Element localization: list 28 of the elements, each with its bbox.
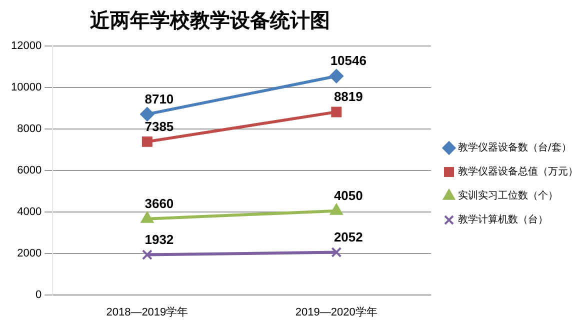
point: [331, 247, 342, 258]
data-label: 2052: [334, 229, 363, 244]
legend-label: 实训实习工位数（个）: [458, 190, 558, 202]
y-tick-label: 4000: [17, 206, 42, 218]
data-label: 8819: [334, 89, 363, 104]
data-label: 10546: [330, 53, 366, 68]
legend-label: 教学计算机数（台）: [458, 214, 548, 226]
point: [140, 107, 154, 122]
data-label: 3660: [144, 196, 174, 211]
y-tick-label: 2000: [17, 247, 42, 260]
legend-label: 教学仪器设备总值（万元）: [458, 166, 578, 178]
point: [142, 250, 152, 260]
point: [329, 69, 344, 84]
point: [142, 136, 152, 147]
x-tick-label: 2019—2020学年: [295, 306, 378, 318]
chart-title: 近两年学校教学设备统计图: [89, 8, 331, 34]
data-label: 4050: [334, 188, 363, 203]
y-tick-label: 8000: [17, 122, 42, 135]
y-tick-label: 0: [35, 288, 42, 301]
data-label: 7385: [144, 118, 174, 134]
data-label: 1932: [144, 232, 174, 247]
y-tick-label: 6000: [17, 164, 42, 176]
y-tick-label: 12000: [10, 40, 42, 52]
y-tick-label: 10000: [10, 82, 42, 94]
data-label: 8710: [144, 91, 174, 106]
point: [331, 106, 342, 118]
x-tick-label: 2018—2019学年: [106, 306, 188, 318]
legend-label: 教学仪器设备数（台/套）: [458, 142, 572, 154]
